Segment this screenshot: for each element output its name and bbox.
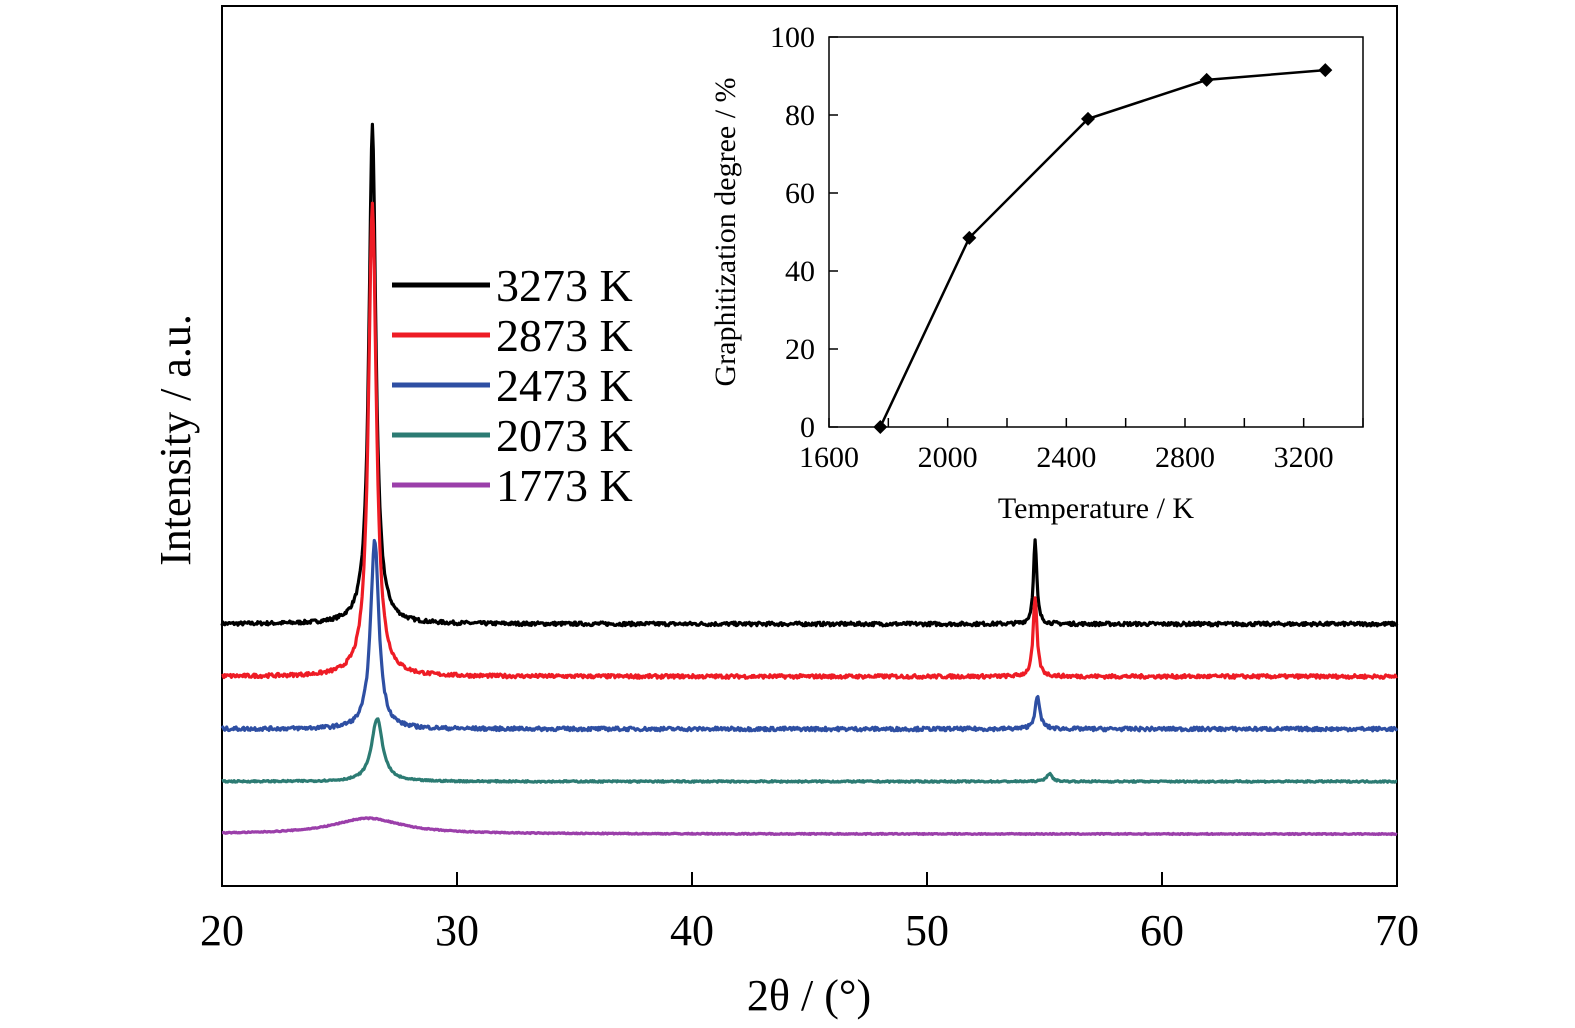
legend-label: 1773 K <box>496 460 633 511</box>
inset-y-tick-label: 60 <box>785 177 815 210</box>
main-x-tick-label: 50 <box>905 906 949 955</box>
inset-x-tick-label: 1600 <box>799 441 859 474</box>
inset-ticks: 0 20 40 60 80 100 1600 2000 2400 2800 3200 <box>770 21 1364 474</box>
inset-y-tick-label: 40 <box>785 255 815 288</box>
series-line-2073-k <box>221 717 1398 784</box>
inset-x-tick-label: 3200 <box>1274 441 1334 474</box>
inset-y-tick-label: 0 <box>800 411 815 444</box>
main-x-tick-label: 60 <box>1140 906 1184 955</box>
inset-series-group <box>873 63 1333 434</box>
legend-label: 2873 K <box>496 310 633 361</box>
main-plot-frame <box>221 5 1398 887</box>
inset-data-point <box>962 230 977 245</box>
main-series-group <box>220 122 1399 837</box>
legend-label: 2073 K <box>496 410 633 461</box>
main-xlabel: 2θ / (°) <box>747 971 871 1020</box>
inset-x-tick-label: 2000 <box>918 441 978 474</box>
inset-data-point <box>1318 63 1333 78</box>
main-x-tick-label: 20 <box>200 906 244 955</box>
inset-xlabel: Temperature / K <box>998 492 1194 525</box>
inset-data-point <box>1080 111 1095 126</box>
main-x-tick-label: 30 <box>435 906 479 955</box>
inset-data-point <box>1199 72 1214 87</box>
main-x-tick-label: 40 <box>670 906 714 955</box>
inset-data-point <box>873 420 888 434</box>
inset-y-tick-label: 100 <box>770 21 815 54</box>
legend-label: 3273 K <box>496 260 633 311</box>
inset-y-tick-label: 20 <box>785 333 815 366</box>
inset-x-tick-label: 2800 <box>1155 441 1215 474</box>
inset-plot-frame <box>828 36 1364 428</box>
series-line-3273-k <box>220 122 1399 628</box>
inset-y-tick-label: 80 <box>785 99 815 132</box>
series-line-2873-k <box>221 201 1398 680</box>
legend-label: 2473 K <box>496 360 633 411</box>
main-x-tick-label: 70 <box>1375 906 1419 955</box>
series-line-2473-k <box>220 538 1399 733</box>
inset-x-tick-label: 2400 <box>1036 441 1096 474</box>
main-x-ticks: 20 30 40 50 60 70 <box>200 872 1419 955</box>
inset-ylabel: Graphitization degree / % <box>709 77 742 386</box>
series-line-1773-k <box>221 816 1398 837</box>
main-ylabel: Intensity / a.u. <box>151 314 200 566</box>
